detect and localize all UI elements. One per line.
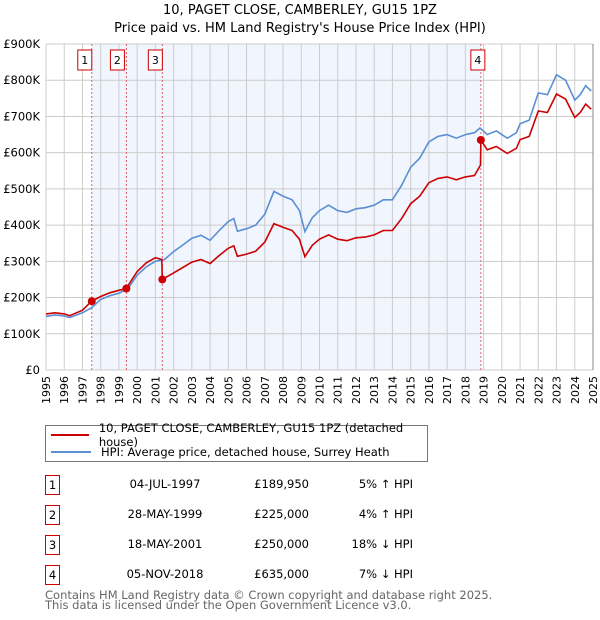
footer-copyright: Contains HM Land Registry data © Crown c… [45,588,493,602]
sale-number: 1 [45,475,60,495]
y-tick-label: £500K [3,182,40,196]
table-row: 1 04-JUL-1997 £189,950 5% ↑ HPI [45,475,445,495]
x-tick-label: 2004 [204,376,217,404]
x-tick-label: 2008 [277,376,290,404]
sale-price: £225,000 [254,507,309,521]
sale-annotation-box [77,49,93,71]
x-tick-label: 2010 [314,376,327,404]
price-chart: 1995 1996 1997 1998 1999 2000 2001 2002 2003 2004… [3,37,600,404]
legend-label: HPI: Average price, detached house, Surr… [101,445,390,459]
sale-date: 05-NOV-2018 [126,567,204,581]
sale-hpi-diff: 7% ↓ HPI [358,567,413,581]
legend: 10, PAGET CLOSE, CAMBERLEY, GU15 1PZ (de… [45,421,428,462]
sale-annotation-label: 4 [474,54,481,67]
sale-annotation-label: 1 [81,54,88,67]
x-tick-label: 1997 [76,376,89,404]
sale-price: £189,950 [254,477,309,491]
sale-annotation-label: 3 [152,54,159,67]
x-tick-label: 2007 [259,376,272,404]
x-tick-label: 2025 [587,376,600,404]
table-row: 2 28-MAY-1999 £225,000 4% ↑ HPI [45,505,445,525]
sale-date: 18-MAY-2001 [127,537,203,551]
sale-point [122,284,131,293]
y-tick-label: £0 [25,363,40,377]
table-row: 3 18-MAY-2001 £250,000 18% ↓ HPI [45,535,445,555]
x-tick-label: 2000 [131,376,144,404]
legend-label: 10, PAGET CLOSE, CAMBERLEY, GU15 1PZ (de… [98,421,404,449]
sale-point [158,275,167,284]
x-tick-label: 2005 [222,376,235,404]
sale-annotation-box [147,49,163,71]
x-tick-label: 1998 [95,376,108,404]
y-tick-label: £900K [3,37,40,51]
ownership-shading [91,44,481,370]
y-tick-label: £600K [3,146,40,160]
y-tick-label: £100K [3,327,40,341]
sale-date: 04-JUL-1997 [129,477,201,491]
x-tick-label: 1996 [58,376,71,404]
sale-number: 3 [45,535,60,555]
x-tick-label: 2009 [295,376,308,404]
x-tick-label: 2024 [569,376,582,404]
x-tick-label: 2003 [186,376,199,404]
x-tick-label: 2017 [441,376,454,404]
legend-swatch [51,434,89,436]
x-tick-label: 2015 [405,376,418,404]
x-tick-label: 2006 [241,376,254,404]
sale-hpi-diff: 18% ↓ HPI [351,537,413,551]
x-tick-label: 1995 [40,376,53,404]
chart-title: 10, PAGET CLOSE, CAMBERLEY, GU15 1PZ [163,3,437,18]
sale-annotation-box [470,49,486,71]
x-tick-label: 2020 [496,376,509,404]
x-tick-label: 2021 [514,376,527,404]
x-tick-label: 2019 [478,376,491,404]
sale-point [476,135,485,144]
x-tick-label: 2011 [332,376,345,404]
x-tick-label: 2012 [350,376,363,404]
sale-price: £635,000 [254,567,309,581]
x-tick-label: 1999 [113,376,126,404]
sale-price: £250,000 [254,537,309,551]
y-tick-label: £700K [3,109,40,123]
x-tick-label: 2001 [149,376,162,404]
chart-subtitle: Price paid vs. HM Land Registry's House … [114,21,486,36]
legend-item-property: 10, PAGET CLOSE, CAMBERLEY, GU15 1PZ (de… [51,421,427,449]
sale-number: 4 [45,565,60,585]
y-tick-label: £200K [3,291,40,305]
hpi-line [45,73,592,319]
footer-licence: This data is licensed under the Open Gov… [45,598,412,612]
y-tick-label: £300K [3,254,40,268]
legend-swatch [51,451,91,453]
table-row: 4 05-NOV-2018 £635,000 7% ↓ HPI [45,565,445,585]
x-tick-label: 2013 [368,376,381,404]
sale-point [87,297,96,306]
property-price-line [45,92,592,317]
x-tick-label: 2002 [168,376,181,404]
x-tick-label: 2014 [386,376,399,404]
y-tick-label: £800K [3,73,40,87]
footer: Contains HM Land Registry data © Crown c… [45,588,493,612]
x-tick-label: 2023 [551,376,564,404]
sale-number: 2 [45,505,60,525]
sale-hpi-diff: 4% ↑ HPI [358,507,413,521]
sale-date: 28-MAY-1999 [127,507,203,521]
x-tick-label: 2018 [459,376,472,404]
x-tick-label: 2016 [423,376,436,404]
sale-annotation-label: 2 [114,54,121,67]
legend-item-hpi: HPI: Average price, detached house, Surr… [51,444,390,460]
sale-hpi-diff: 5% ↑ HPI [358,477,413,491]
sale-annotation-box [109,49,125,71]
y-tick-label: £400K [3,218,40,232]
x-tick-label: 2022 [532,376,545,404]
